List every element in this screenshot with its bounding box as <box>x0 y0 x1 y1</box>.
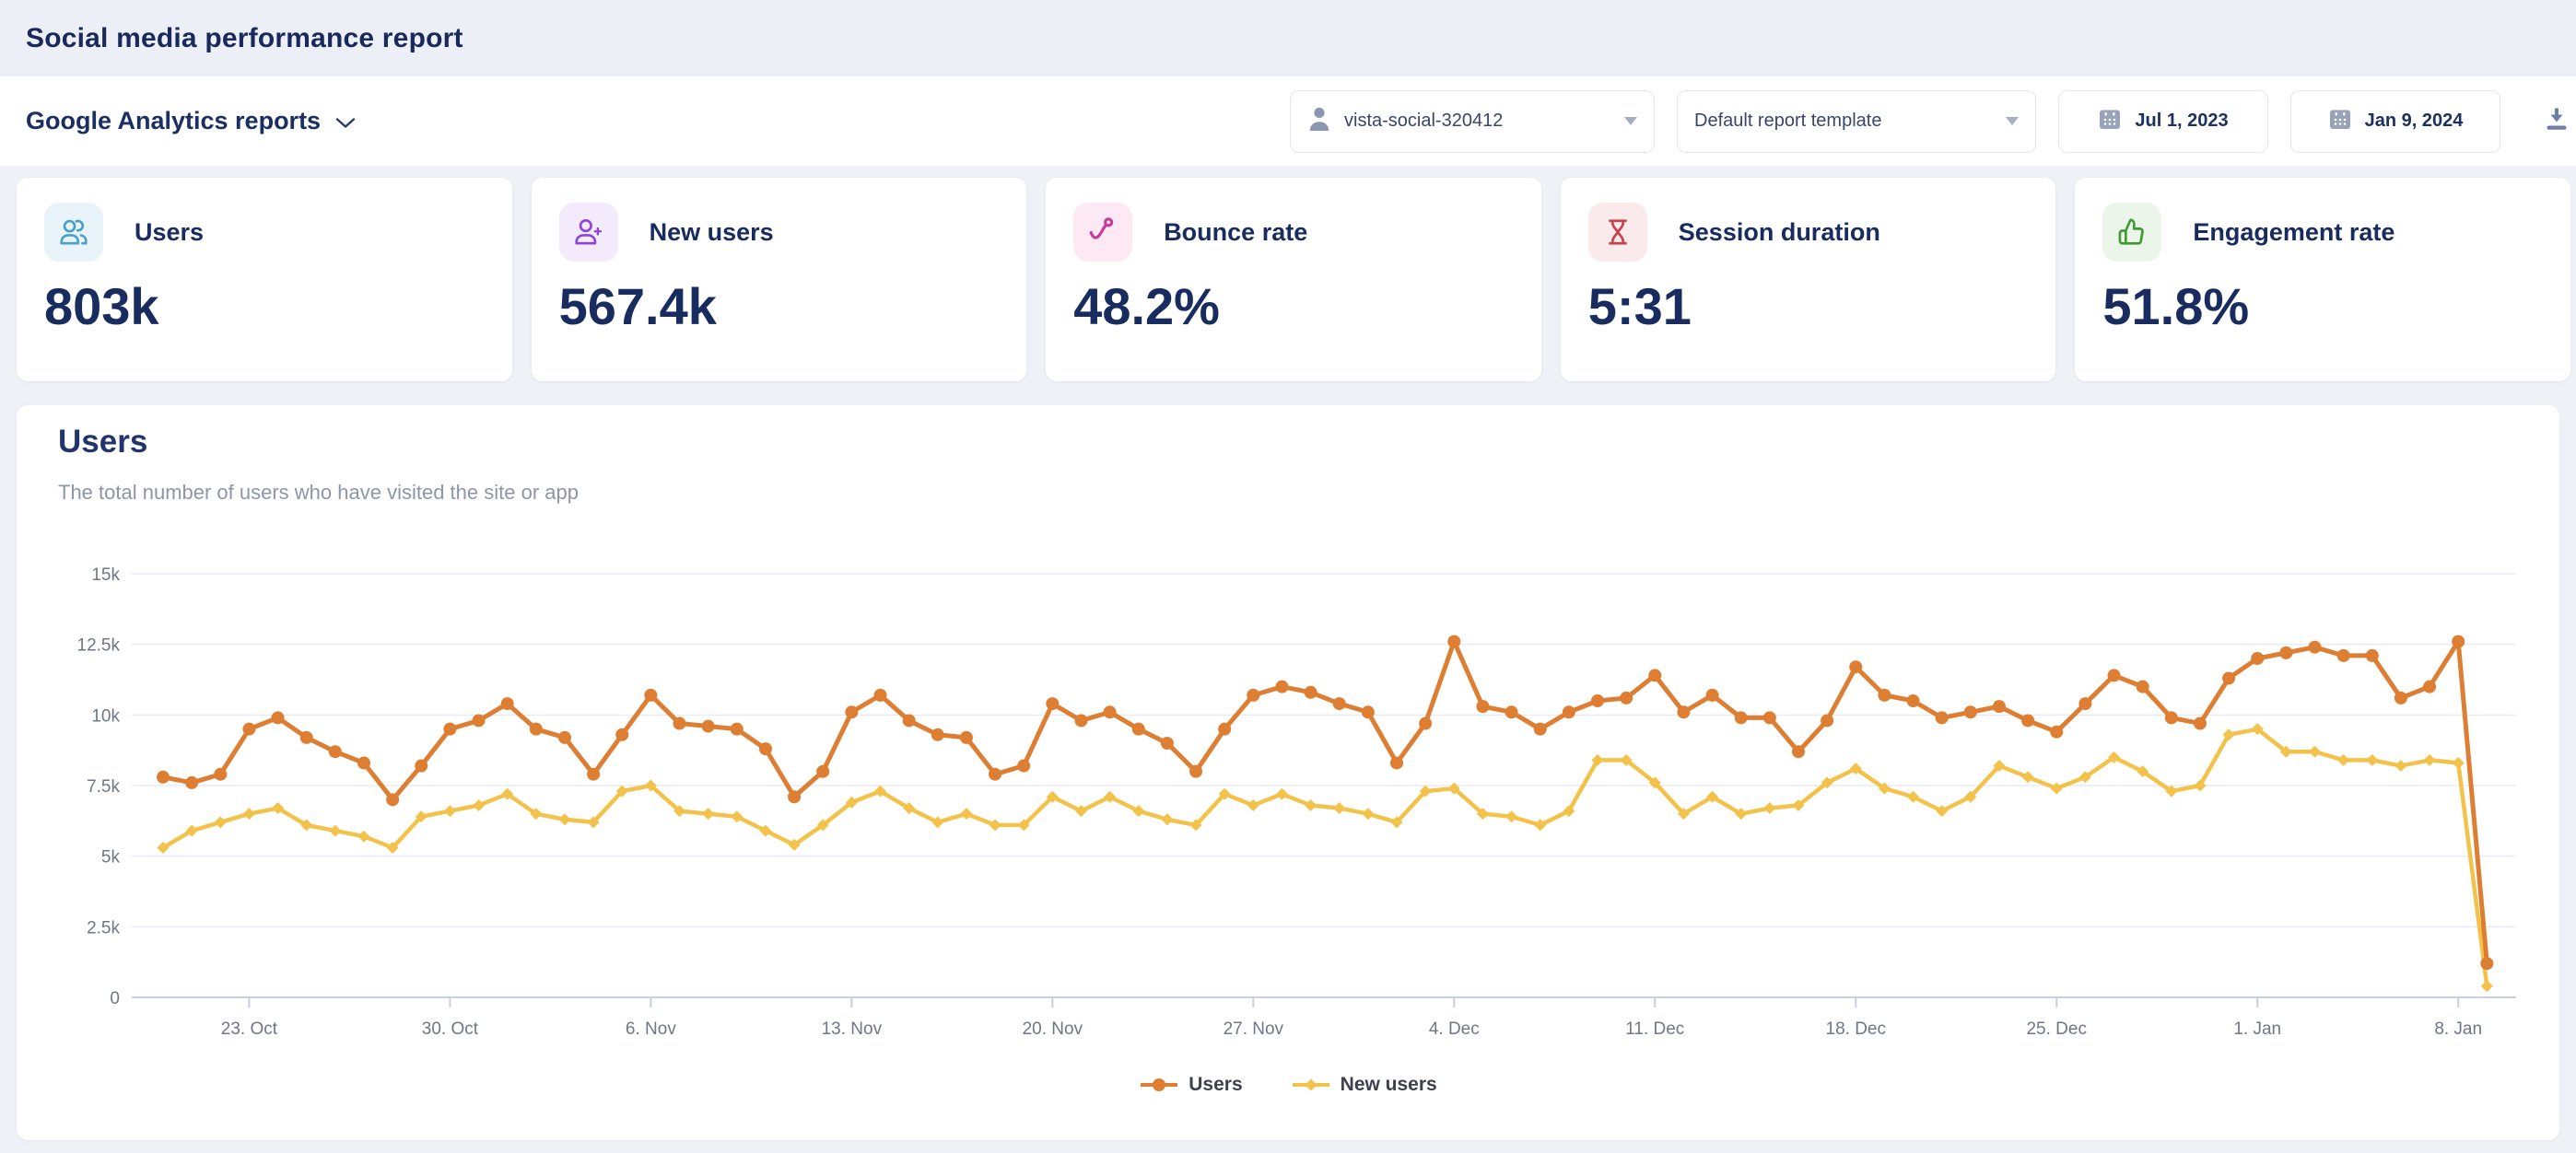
chart-legend: Users New users <box>17 1074 2559 1096</box>
stat-card-label: New users <box>650 203 774 262</box>
reports-dropdown-label: Google Analytics reports <box>26 107 321 135</box>
stat-card-label: Engagement rate <box>2193 203 2395 262</box>
stat-card-label: Session duration <box>1679 203 1880 262</box>
stat-card-users: Users 803k <box>17 178 512 381</box>
chart-subtitle: The total number of users who have visit… <box>58 481 579 505</box>
svg-text:8. Jan: 8. Jan <box>2434 1019 2482 1039</box>
toolbar-controls: vista-social-320412 Default report templ… <box>1290 90 2570 153</box>
svg-text:7.5k: 7.5k <box>87 777 120 797</box>
svg-text:27. Nov: 27. Nov <box>1224 1019 1284 1039</box>
svg-text:11. Dec: 11. Dec <box>1625 1019 1684 1039</box>
bounce-arrow-icon <box>1073 203 1132 262</box>
svg-text:2.5k: 2.5k <box>87 918 120 938</box>
stat-card-value: 48.2% <box>1073 281 1220 332</box>
date-to-value: Jan 9, 2024 <box>2365 111 2464 132</box>
stat-card-bounce-rate: Bounce rate 48.2% <box>1046 178 1541 381</box>
chart-title: Users <box>58 424 147 460</box>
svg-text:12.5k: 12.5k <box>77 636 121 656</box>
svg-text:1. Jan: 1. Jan <box>2233 1019 2281 1039</box>
chevron-down-icon <box>335 107 356 135</box>
account-select-value: vista-social-320412 <box>1344 111 1611 132</box>
calendar-icon <box>2098 107 2122 135</box>
stat-card-new-users: New users 567.4k <box>532 178 1027 381</box>
caret-down-icon <box>1624 117 1637 125</box>
svg-text:5k: 5k <box>101 848 121 868</box>
users-chart-card: Users The total number of users who have… <box>17 405 2559 1140</box>
stat-card-value: 5:31 <box>1588 281 1692 332</box>
account-select[interactable]: vista-social-320412 <box>1290 90 1655 153</box>
template-select[interactable]: Default report template <box>1677 90 2036 153</box>
download-icon <box>2542 103 2571 139</box>
svg-text:15k: 15k <box>91 565 120 585</box>
svg-text:30. Oct: 30. Oct <box>422 1019 479 1039</box>
stat-card-engagement-rate: Engagement rate 51.8% <box>2075 178 2570 381</box>
download-report-button[interactable] <box>2543 106 2570 137</box>
caret-down-icon <box>2006 117 2019 125</box>
thumbs-up-icon <box>2102 203 2161 262</box>
hourglass-icon <box>1588 203 1647 262</box>
stat-card-session-duration: Session duration 5:31 <box>1561 178 2056 381</box>
page-title: Social media performance report <box>26 23 463 54</box>
user-plus-icon <box>559 203 618 262</box>
legend-label: Users <box>1188 1074 1242 1096</box>
svg-text:13. Nov: 13. Nov <box>822 1019 883 1039</box>
svg-text:25. Dec: 25. Dec <box>2026 1019 2086 1039</box>
users-icon <box>44 203 103 262</box>
date-to-picker[interactable]: Jan 9, 2024 <box>2290 90 2500 153</box>
calendar-icon <box>2328 107 2352 135</box>
stat-card-label: Users <box>135 203 204 262</box>
legend-new-users-marker <box>1291 1077 1331 1092</box>
page-header: Social media performance report <box>0 0 2576 76</box>
reports-dropdown[interactable]: Google Analytics reports <box>26 107 356 135</box>
svg-text:0: 0 <box>110 989 120 1008</box>
svg-text:23. Oct: 23. Oct <box>221 1019 278 1039</box>
svg-text:18. Dec: 18. Dec <box>1826 1019 1886 1039</box>
social-report-page: Social media performance report Google A… <box>0 0 2576 1153</box>
svg-text:4. Dec: 4. Dec <box>1429 1019 1480 1039</box>
person-icon <box>1307 106 1331 136</box>
svg-text:6. Nov: 6. Nov <box>626 1019 676 1039</box>
legend-users-marker <box>1139 1077 1179 1092</box>
legend-item-new-users[interactable]: New users <box>1291 1074 1437 1096</box>
toolbar: Google Analytics reports vista-social-32… <box>0 76 2576 166</box>
svg-text:10k: 10k <box>91 706 120 726</box>
date-from-value: Jul 1, 2023 <box>2135 111 2228 132</box>
date-from-picker[interactable]: Jul 1, 2023 <box>2058 90 2268 153</box>
template-select-value: Default report template <box>1694 111 1993 132</box>
stat-card-label: Bounce rate <box>1164 203 1307 262</box>
svg-text:20. Nov: 20. Nov <box>1023 1019 1083 1039</box>
stat-cards-row: Users 803k New users 567.4k Bounce <box>17 178 2570 381</box>
users-line-chart[interactable]: 0 2.5k 5k 7.5k 10k 12.5k 15k 23. Oct 30. Oct 6. N… <box>55 548 2561 1064</box>
stat-card-value: 803k <box>44 281 159 332</box>
stat-card-value: 51.8% <box>2102 281 2249 332</box>
legend-item-users[interactable]: Users <box>1139 1074 1242 1096</box>
legend-label: New users <box>1341 1074 1437 1096</box>
stat-card-value: 567.4k <box>559 281 717 332</box>
